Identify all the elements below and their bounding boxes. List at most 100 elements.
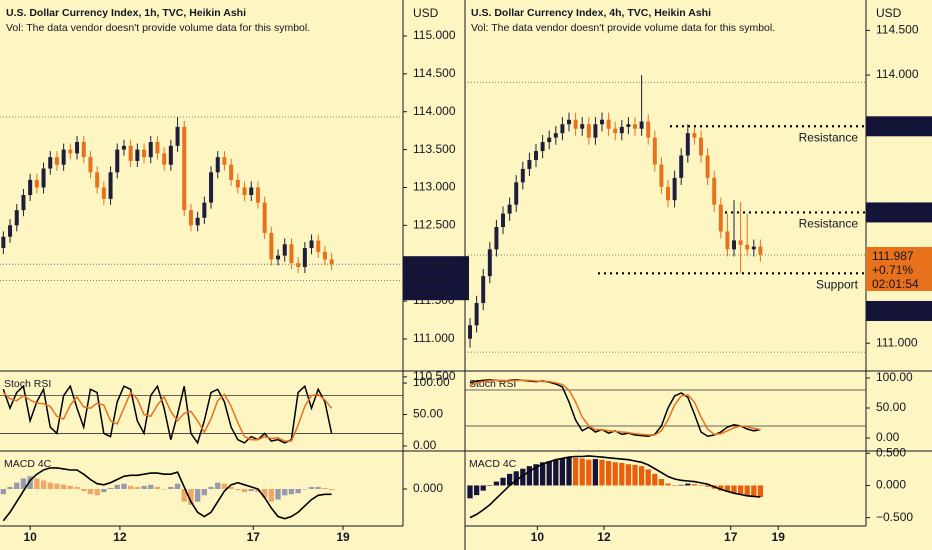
candle-body [613,128,618,134]
last-price-change: -0.41% [409,272,447,286]
y-tick-label: 111.000 [876,335,918,349]
macd-bar [181,489,187,502]
candle-body [329,259,334,264]
macd-bar [586,459,592,486]
x-tick-label: 19 [772,530,786,544]
macd-title: MACD 4C [469,458,517,470]
candle-body [195,217,200,226]
candle-body [61,149,66,165]
level-price-label: 112.463 [872,205,915,219]
candle-body [494,227,499,250]
macd-bar [579,458,585,486]
macd-bar [168,486,174,489]
macd-bar [638,466,645,486]
macd-bar [757,485,764,498]
candle-body [182,126,187,211]
macd-bar [546,461,552,486]
y-tick-label: 114.000 [876,67,919,81]
macd-line [469,455,761,519]
macd-bar [194,489,201,502]
chart-title: U.S. Dollar Currency Index, 4h, TVC, Hei… [471,7,711,19]
macd-bar [704,485,711,487]
last-price-box [403,256,469,301]
macd-bar [94,489,100,496]
candle-body [34,179,39,188]
candle-body [600,119,604,125]
candle-body [276,255,281,260]
candle-body [718,204,723,232]
candle-body [28,179,33,196]
macd-bar [658,479,665,486]
candle-body [296,263,301,267]
candle-body [302,248,307,267]
macd-bar [134,486,141,489]
candle-body [48,157,53,169]
candle-body [626,124,631,127]
y-tick-label: 0.500 [876,445,906,459]
y-tick-label: 0.000 [413,481,443,495]
candle-body [685,133,690,156]
macd-bar [480,485,486,491]
candle-body [128,145,133,161]
y-tick-label: 50.00 [876,400,906,414]
level-price-box [866,300,932,321]
candle-body [202,202,207,218]
candle-body [586,124,591,138]
x-tick-label: 17 [247,530,261,544]
candle-body [162,153,167,165]
candle-body [54,157,59,165]
candle-body [468,325,472,339]
macd-bar [744,485,750,496]
macd-bar [248,489,254,492]
candle-body [751,246,756,250]
macd-bar [208,486,214,489]
macd-bar [718,485,724,491]
candle-body [567,119,571,125]
macd-bar [154,486,161,489]
y-tick-label: 100.00 [876,370,913,384]
macd-bar [221,483,228,489]
macd-bar [513,471,519,486]
macd-bar [235,489,241,491]
macd-bar [665,483,671,486]
macd-bar [619,462,625,486]
y-tick-label: 114.500 [876,23,919,37]
candle-body [242,187,247,196]
candle-body [712,177,717,205]
candle-body [229,164,234,180]
macd-bar [612,462,618,486]
candle-body [501,213,505,228]
macd-bar [215,482,221,489]
candle-body [666,186,670,201]
y-tick-label: 113.500 [413,142,456,156]
macd-bar [539,462,546,486]
candle-body [633,124,637,129]
level-price-box [866,116,932,137]
candle-body [738,240,743,245]
last-price-change: +0.71% [872,263,913,277]
candle-body [540,142,545,152]
macd-bar [101,489,107,493]
candle-body [14,210,19,226]
candle-body [249,187,254,196]
candle-body [309,240,314,249]
macd-bar [605,461,612,486]
chart-title: U.S. Dollar Currency Index, 1h, TVC, Hei… [6,7,246,19]
macd-bar [559,458,566,486]
candle-body [560,124,565,134]
candle-body [115,149,120,173]
candle-body [88,157,93,173]
macd-bar [174,483,181,489]
candle-body [255,187,260,203]
candle-body [81,142,86,158]
macd-bar [60,484,67,489]
macd-bar [47,482,53,489]
y-tick-label: 115.000 [413,28,456,42]
macd-bar [188,489,194,505]
candle-body [8,225,13,237]
macd-bar [500,477,506,486]
candle-body [481,276,486,303]
macd-bar [731,485,737,494]
candle-body [95,172,100,188]
